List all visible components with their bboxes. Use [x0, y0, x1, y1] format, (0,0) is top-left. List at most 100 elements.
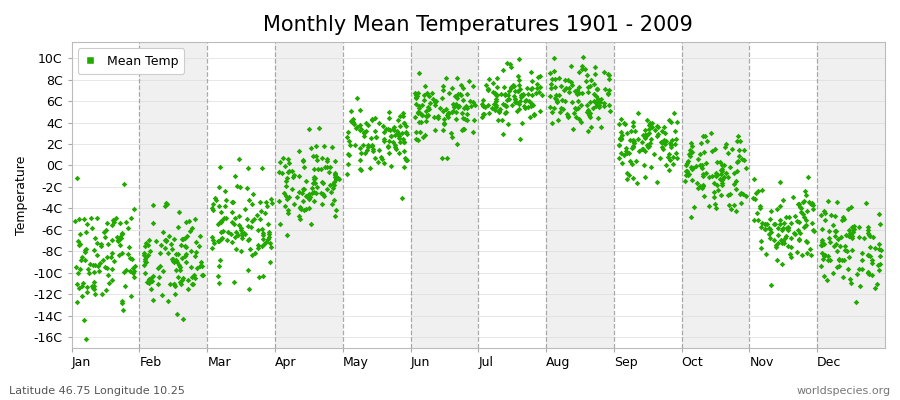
Point	[231, 156, 246, 162]
Point	[382, 138, 396, 145]
Point	[279, 178, 293, 184]
Point	[139, 259, 153, 266]
Point	[387, 127, 401, 133]
Point	[759, 251, 773, 258]
Point	[112, 234, 127, 240]
Point	[635, 139, 650, 145]
Point	[128, 263, 142, 269]
Point	[527, 111, 542, 118]
Point	[715, 161, 729, 168]
Point	[590, 86, 605, 93]
Point	[505, 102, 519, 108]
Point	[797, 222, 812, 229]
Point	[292, 204, 307, 210]
Point	[285, 174, 300, 181]
Point	[358, 119, 373, 126]
Point	[561, 114, 575, 120]
Point	[739, 165, 753, 172]
Point	[663, 118, 678, 125]
Point	[679, 162, 693, 168]
Point	[169, 267, 184, 274]
Point	[110, 234, 124, 240]
Point	[656, 145, 670, 152]
Point	[558, 98, 572, 104]
Point	[310, 189, 324, 196]
Bar	[479, 42, 546, 348]
Point	[138, 256, 152, 262]
Point	[382, 150, 396, 156]
Point	[689, 162, 704, 169]
Point	[722, 202, 736, 208]
Point	[178, 250, 193, 257]
Point	[184, 264, 199, 270]
Point	[669, 150, 683, 156]
Point	[114, 234, 129, 241]
Point	[297, 186, 311, 192]
Point	[491, 116, 506, 123]
Point	[529, 81, 544, 87]
Point	[292, 189, 307, 195]
Point	[724, 191, 738, 198]
Point	[706, 180, 721, 186]
Point	[534, 84, 548, 90]
Point	[805, 200, 819, 206]
Point	[770, 257, 784, 263]
Point	[190, 264, 204, 271]
Point	[781, 214, 796, 220]
Point	[663, 142, 678, 148]
Point	[836, 257, 850, 263]
Point	[487, 100, 501, 107]
Point	[441, 110, 455, 116]
Point	[104, 222, 119, 228]
Point	[704, 130, 718, 136]
Point	[171, 274, 185, 280]
Bar	[546, 42, 614, 348]
Point	[872, 267, 886, 274]
Point	[96, 228, 111, 235]
Bar	[817, 42, 885, 348]
Point	[697, 148, 711, 155]
Point	[594, 96, 608, 102]
Point	[644, 124, 659, 130]
Point	[651, 130, 665, 137]
Point	[689, 180, 704, 187]
Point	[798, 222, 813, 228]
Point	[508, 88, 522, 94]
Point	[626, 123, 640, 129]
Point	[830, 248, 844, 254]
Point	[665, 137, 680, 143]
Point	[328, 213, 342, 220]
Point	[467, 102, 482, 108]
Point	[436, 127, 450, 133]
Point	[654, 144, 669, 150]
Y-axis label: Temperature: Temperature	[15, 155, 28, 234]
Point	[101, 241, 115, 247]
Point	[816, 241, 831, 247]
Point	[684, 140, 698, 146]
Point	[481, 102, 495, 109]
Point	[168, 283, 183, 289]
Point	[79, 336, 94, 343]
Point	[72, 242, 86, 249]
Point	[546, 68, 561, 74]
Point	[343, 142, 357, 148]
Point	[533, 73, 547, 79]
Point	[292, 148, 306, 154]
Point	[446, 107, 460, 114]
Point	[205, 244, 220, 251]
Point	[311, 125, 326, 131]
Point	[249, 212, 264, 218]
Point	[138, 250, 152, 256]
Point	[768, 221, 782, 227]
Point	[650, 123, 664, 130]
Point	[218, 188, 232, 195]
Point	[143, 286, 157, 292]
Point	[212, 219, 227, 226]
Point	[389, 146, 403, 152]
Point	[450, 95, 464, 101]
Point	[259, 238, 274, 245]
Point	[302, 191, 316, 197]
Point	[350, 95, 365, 101]
Point	[680, 160, 695, 166]
Point	[178, 234, 193, 241]
